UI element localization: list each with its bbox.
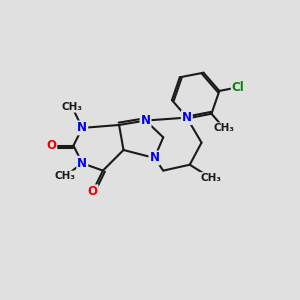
Text: N: N (77, 122, 87, 134)
Text: N: N (149, 152, 159, 164)
Text: N: N (141, 114, 151, 127)
Text: Cl: Cl (232, 81, 244, 94)
Text: CH₃: CH₃ (61, 102, 82, 112)
Text: CH₃: CH₃ (54, 172, 75, 182)
Text: O: O (88, 185, 98, 198)
Text: CH₃: CH₃ (200, 173, 221, 183)
Text: O: O (46, 139, 56, 152)
Text: N: N (182, 111, 192, 124)
Text: CH₃: CH₃ (214, 123, 235, 133)
Text: N: N (77, 157, 87, 170)
